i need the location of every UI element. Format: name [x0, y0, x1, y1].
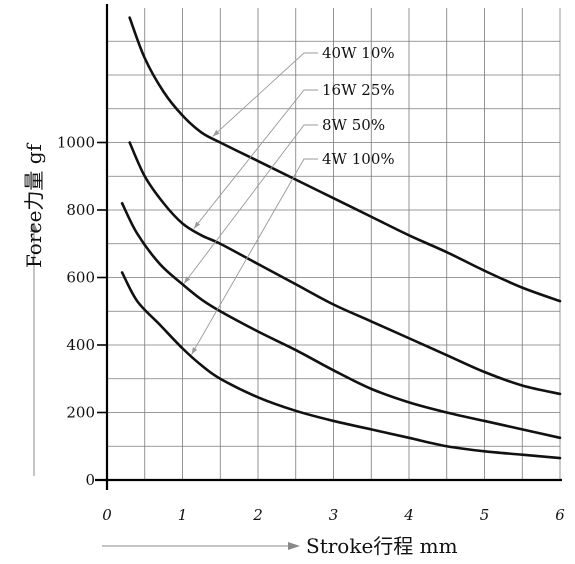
legend-leaders: [183, 52, 318, 355]
axes: [95, 4, 562, 490]
legend: 40W 10% 16W 25% 8W 50% 4W 100%: [322, 44, 395, 168]
x-tick-label: 4: [403, 506, 414, 524]
series-curve-4: [120, 271, 562, 460]
y-tick-label: 800: [66, 201, 95, 219]
curves: [120, 16, 562, 460]
x-tick-label: 6: [555, 506, 565, 524]
x-tick-label: 5: [480, 506, 490, 524]
legend-label-4: 4W 100%: [322, 150, 395, 168]
legend-leader-1: [212, 52, 318, 137]
legend-leader-arrow-1: [212, 129, 220, 137]
y-axis-title: Force力量 gf: [22, 142, 46, 268]
y-tick-label: 200: [66, 404, 95, 422]
legend-label-3: 8W 50%: [322, 116, 385, 134]
x-tick-label: 1: [178, 506, 188, 524]
y-axis-arrow-head: [30, 222, 38, 232]
y-tick-label: 400: [66, 336, 95, 354]
series-curve-2: [128, 141, 562, 396]
tick-labels: 0 200 400 600 800 1000 0 1 2 3 4 5 6: [57, 134, 565, 525]
legend-leader-2: [193, 89, 318, 229]
legend-label-1: 40W 10%: [322, 44, 395, 62]
series-curve-3: [120, 201, 562, 440]
legend-leader-arrow-4: [191, 347, 198, 355]
y-axis-title-group: Force力量 gf: [22, 142, 46, 476]
y-tick-label: 600: [66, 269, 95, 287]
legend-leader-3: [183, 124, 318, 284]
legend-label-2: 16W 25%: [322, 81, 395, 99]
y-tick-label: 0: [85, 471, 95, 489]
x-axis-title: Stroke行程 mm: [306, 534, 458, 558]
x-tick-label: 2: [252, 506, 263, 524]
grid: [107, 8, 561, 480]
legend-leader-arrow-2: [193, 221, 201, 229]
y-tick-label: 1000: [57, 134, 95, 152]
x-axis-title-group: Stroke行程 mm: [102, 534, 458, 558]
legend-leader-4: [191, 158, 318, 355]
series-curve-1: [128, 16, 562, 303]
x-axis-arrow-head: [288, 542, 300, 550]
legend-leader-arrow-3: [184, 276, 191, 284]
x-tick-label: 3: [329, 506, 339, 524]
x-tick-label: 0: [102, 506, 112, 524]
